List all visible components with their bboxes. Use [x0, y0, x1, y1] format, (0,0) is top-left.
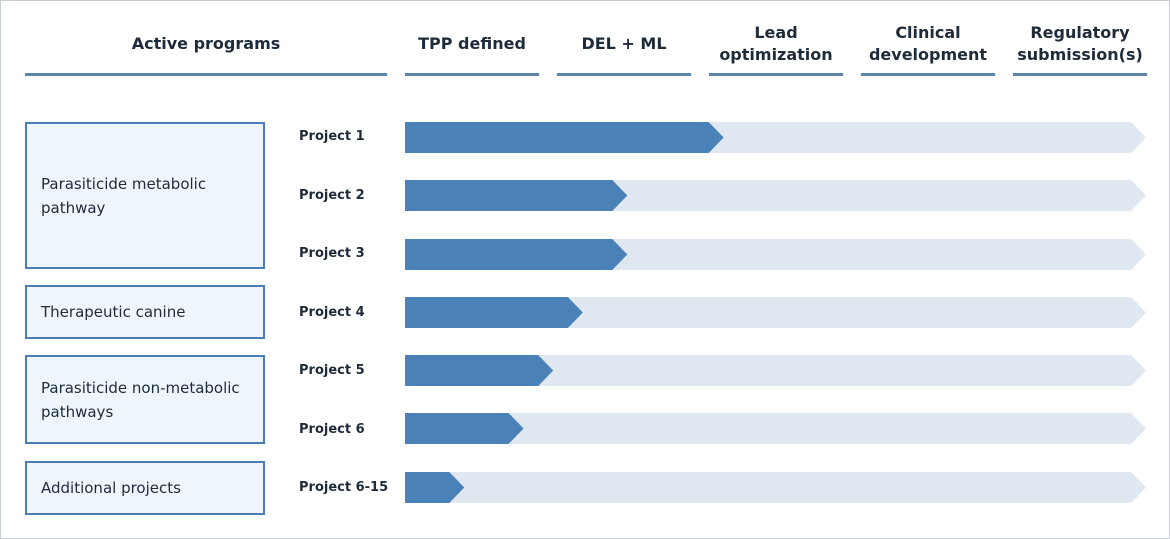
- progress-bar-6: [405, 413, 524, 444]
- header-stage-clinical-line1: Clinical: [895, 23, 961, 42]
- header-rule-tpp: [405, 73, 539, 76]
- header-stage-clinical-development: Clinical development: [861, 21, 995, 67]
- progress-track-5: [405, 355, 1146, 386]
- header-rule-lead-optimization: [709, 73, 843, 76]
- progress-bar-1: [405, 122, 724, 153]
- progress-track-6: [405, 413, 1146, 444]
- header-stage-tpp: TPP defined: [405, 21, 539, 67]
- header-stage-lead-optimization: Lead optimization: [709, 21, 843, 67]
- project-label-3: Project 3: [299, 246, 365, 261]
- progress-bar-5: [405, 355, 554, 386]
- group-parasiticide-non-metabolic: Parasiticide non-metabolic pathways: [25, 355, 265, 444]
- header-stage-clinical-line2: development: [868, 45, 988, 64]
- progress-track-7: [405, 472, 1146, 503]
- header-rule-del-ml: [557, 73, 691, 76]
- group-parasiticide-metabolic-line2: pathway: [41, 198, 106, 217]
- project-label-6-15: Project 6-15: [299, 480, 389, 495]
- project-label-6: Project 6: [299, 422, 365, 437]
- group-additional-projects-line1: Additional projects: [41, 479, 181, 497]
- header-active-programs-label: Active programs: [131, 34, 281, 53]
- group-parasiticide-metabolic-line1: Parasiticide metabolic: [41, 174, 207, 193]
- header-stage-del-ml: DEL + ML: [557, 21, 691, 67]
- group-parasiticide-non-metabolic-line2: pathways: [41, 402, 114, 421]
- header-stage-lead-line2: optimization: [719, 45, 833, 64]
- project-label-1: Project 1: [299, 129, 365, 144]
- group-therapeutic-canine: Therapeutic canine: [25, 285, 265, 339]
- header-stage-regulatory-submissions: Regulatory submission(s): [1013, 21, 1147, 67]
- header-rule-clinical-development: [861, 73, 995, 76]
- group-additional-projects: Additional projects: [25, 461, 265, 515]
- progress-bar-2: [405, 180, 628, 211]
- progress-track-4: [405, 297, 1146, 328]
- header-stage-regulatory-line1: Regulatory: [1030, 23, 1130, 42]
- project-label-2: Project 2: [299, 188, 365, 203]
- header-stage-del-ml-line1: DEL + ML: [581, 34, 667, 53]
- header-stage-regulatory-line2: submission(s): [1017, 45, 1143, 64]
- progress-bar-7: [405, 472, 465, 503]
- project-label-4: Project 4: [299, 305, 365, 320]
- header-stage-lead-line1: Lead: [754, 23, 798, 42]
- header-stage-tpp-line1: TPP defined: [418, 34, 526, 53]
- group-parasiticide-metabolic: Parasiticide metabolic pathway: [25, 122, 265, 269]
- header-rule-active-programs: [25, 73, 387, 76]
- header-rule-regulatory-submissions: [1013, 73, 1147, 76]
- progress-bar-3: [405, 239, 628, 270]
- project-label-5: Project 5: [299, 363, 365, 378]
- group-parasiticide-non-metabolic-line1: Parasiticide non-metabolic: [41, 378, 240, 397]
- header-active-programs: Active programs: [25, 31, 387, 57]
- progress-bar-4: [405, 297, 583, 328]
- group-therapeutic-canine-line1: Therapeutic canine: [41, 303, 186, 321]
